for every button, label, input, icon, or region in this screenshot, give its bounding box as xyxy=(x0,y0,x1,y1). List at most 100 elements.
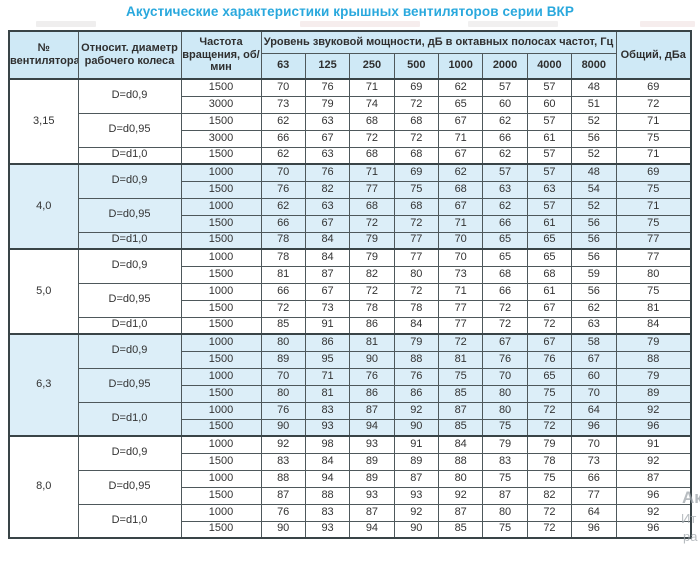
level-cell: 57 xyxy=(526,163,573,182)
level-cell: 82 xyxy=(304,180,351,199)
level-cell: 72 xyxy=(437,333,484,352)
level-cell: 57 xyxy=(526,112,573,131)
level-cell: 71 xyxy=(349,78,395,97)
level-cell: 93 xyxy=(304,520,351,539)
level-cell: 71 xyxy=(349,163,395,182)
level-cell: 84 xyxy=(304,248,351,267)
level-cell: 70 xyxy=(571,384,617,403)
level-cell: 62 xyxy=(571,299,617,318)
level-cell: 56 xyxy=(571,231,617,250)
rpm-cell: 1000 xyxy=(180,163,262,182)
table-row: D=d1,0 1500 62 63 68 68 67 62 57 52 71 xyxy=(9,146,692,165)
level-cell: 72 xyxy=(526,418,573,437)
level-cell: 96 xyxy=(571,520,617,539)
header-sound-power-level: Уровень звуковой мощности, дБ в октавных… xyxy=(260,30,617,54)
table-row: 3,15 D=d0,9 1500 70 76 71 69 62 57 57 48 69 xyxy=(8,78,692,165)
level-cell: 92 xyxy=(393,503,440,522)
level-cell: 57 xyxy=(482,78,528,97)
level-cell: 57 xyxy=(526,197,573,216)
level-cell: 68 xyxy=(393,112,440,131)
level-cell: 87 xyxy=(482,486,528,505)
total-cell: 84 xyxy=(615,316,692,335)
level-cell: 75 xyxy=(393,180,440,199)
level-cell: 82 xyxy=(349,265,395,284)
header-freq-63: 63 xyxy=(260,52,306,80)
level-cell: 68 xyxy=(437,180,484,199)
level-cell: 76 xyxy=(304,78,351,97)
rpm-cell: 1500 xyxy=(180,384,262,403)
level-cell: 75 xyxy=(526,384,573,403)
table-row: 1500 87 88 93 93 92 87 82 77 96 xyxy=(9,486,692,505)
total-cell: 92 xyxy=(615,401,692,420)
total-cell: 92 xyxy=(615,452,692,471)
level-cell: 66 xyxy=(260,214,306,233)
page-title: Акустические характеристики крышных вент… xyxy=(125,4,574,19)
level-cell: 76 xyxy=(260,401,306,420)
level-cell: 58 xyxy=(571,333,617,352)
level-cell: 84 xyxy=(304,231,351,250)
diameter-cell: D=d1,0 xyxy=(77,503,182,539)
level-cell: 51 xyxy=(571,95,617,114)
level-cell: 65 xyxy=(437,95,484,114)
fan-number-cell: 3,15 xyxy=(8,78,79,165)
level-cell: 56 xyxy=(571,282,617,301)
level-cell: 73 xyxy=(304,299,351,318)
level-cell: 92 xyxy=(393,401,440,420)
table-row: 4,0 D=d0,9 1000 70 76 71 69 62 57 57 48 69 xyxy=(8,163,692,250)
level-cell: 72 xyxy=(393,214,440,233)
level-cell: 79 xyxy=(304,95,351,114)
level-cell: 90 xyxy=(260,418,306,437)
table-row: D=d0,95 1500 62 63 68 68 67 62 57 52 71 xyxy=(9,112,692,148)
level-cell: 64 xyxy=(571,401,617,420)
table-row: 1500 90 93 94 90 85 75 72 96 96 xyxy=(9,418,692,437)
faded-artifact xyxy=(300,21,420,27)
level-cell: 67 xyxy=(437,112,484,131)
level-cell: 89 xyxy=(349,469,395,488)
level-cell: 78 xyxy=(526,452,573,471)
total-cell: 96 xyxy=(615,486,692,505)
level-cell: 78 xyxy=(349,299,395,318)
fan-number-cell: 8,0 xyxy=(8,435,79,539)
faded-artifact xyxy=(468,21,558,27)
total-cell: 88 xyxy=(615,350,692,369)
header-rotation-speed: Частота вращения, об/мин xyxy=(180,30,262,80)
level-cell: 76 xyxy=(482,350,528,369)
fan-number-cell: 4,0 xyxy=(8,163,79,250)
total-cell: 71 xyxy=(615,197,692,216)
level-cell: 66 xyxy=(482,282,528,301)
level-cell: 70 xyxy=(571,435,617,454)
level-cell: 72 xyxy=(349,129,395,148)
fan-number-cell: 5,0 xyxy=(8,248,79,335)
level-cell: 76 xyxy=(260,180,306,199)
rpm-cell: 1500 xyxy=(180,299,262,318)
level-cell: 68 xyxy=(393,197,440,216)
rpm-cell: 1500 xyxy=(180,452,262,471)
diameter-cell: D=d0,9 xyxy=(77,435,182,471)
level-cell: 82 xyxy=(526,486,573,505)
level-cell: 87 xyxy=(260,486,306,505)
total-cell: 75 xyxy=(615,214,692,233)
level-cell: 48 xyxy=(571,163,617,182)
table-row: D=d1,0 1500 78 84 79 77 70 65 65 56 77 xyxy=(9,231,692,250)
table-header: № вентилятора Относит. диаметр рабочего … xyxy=(8,30,692,80)
table-body: 3,15 D=d0,9 1500 70 76 71 69 62 57 57 48 69 3000 73 79… xyxy=(8,78,692,539)
total-cell: 91 xyxy=(615,435,692,454)
level-cell: 57 xyxy=(526,78,573,97)
level-cell: 52 xyxy=(571,112,617,131)
level-cell: 75 xyxy=(482,520,528,539)
level-cell: 89 xyxy=(260,350,306,369)
level-cell: 68 xyxy=(393,146,440,165)
level-cell: 67 xyxy=(482,333,528,352)
diameter-cell: D=d0,95 xyxy=(77,469,182,505)
total-cell: 71 xyxy=(615,112,692,131)
level-cell: 62 xyxy=(482,112,528,131)
rpm-cell: 3000 xyxy=(180,129,262,148)
level-cell: 84 xyxy=(304,452,351,471)
level-cell: 69 xyxy=(393,78,440,97)
level-cell: 80 xyxy=(260,333,306,352)
level-cell: 80 xyxy=(482,384,528,403)
total-cell: 80 xyxy=(615,265,692,284)
level-cell: 72 xyxy=(526,316,573,335)
level-cell: 60 xyxy=(526,95,573,114)
level-cell: 62 xyxy=(260,197,306,216)
